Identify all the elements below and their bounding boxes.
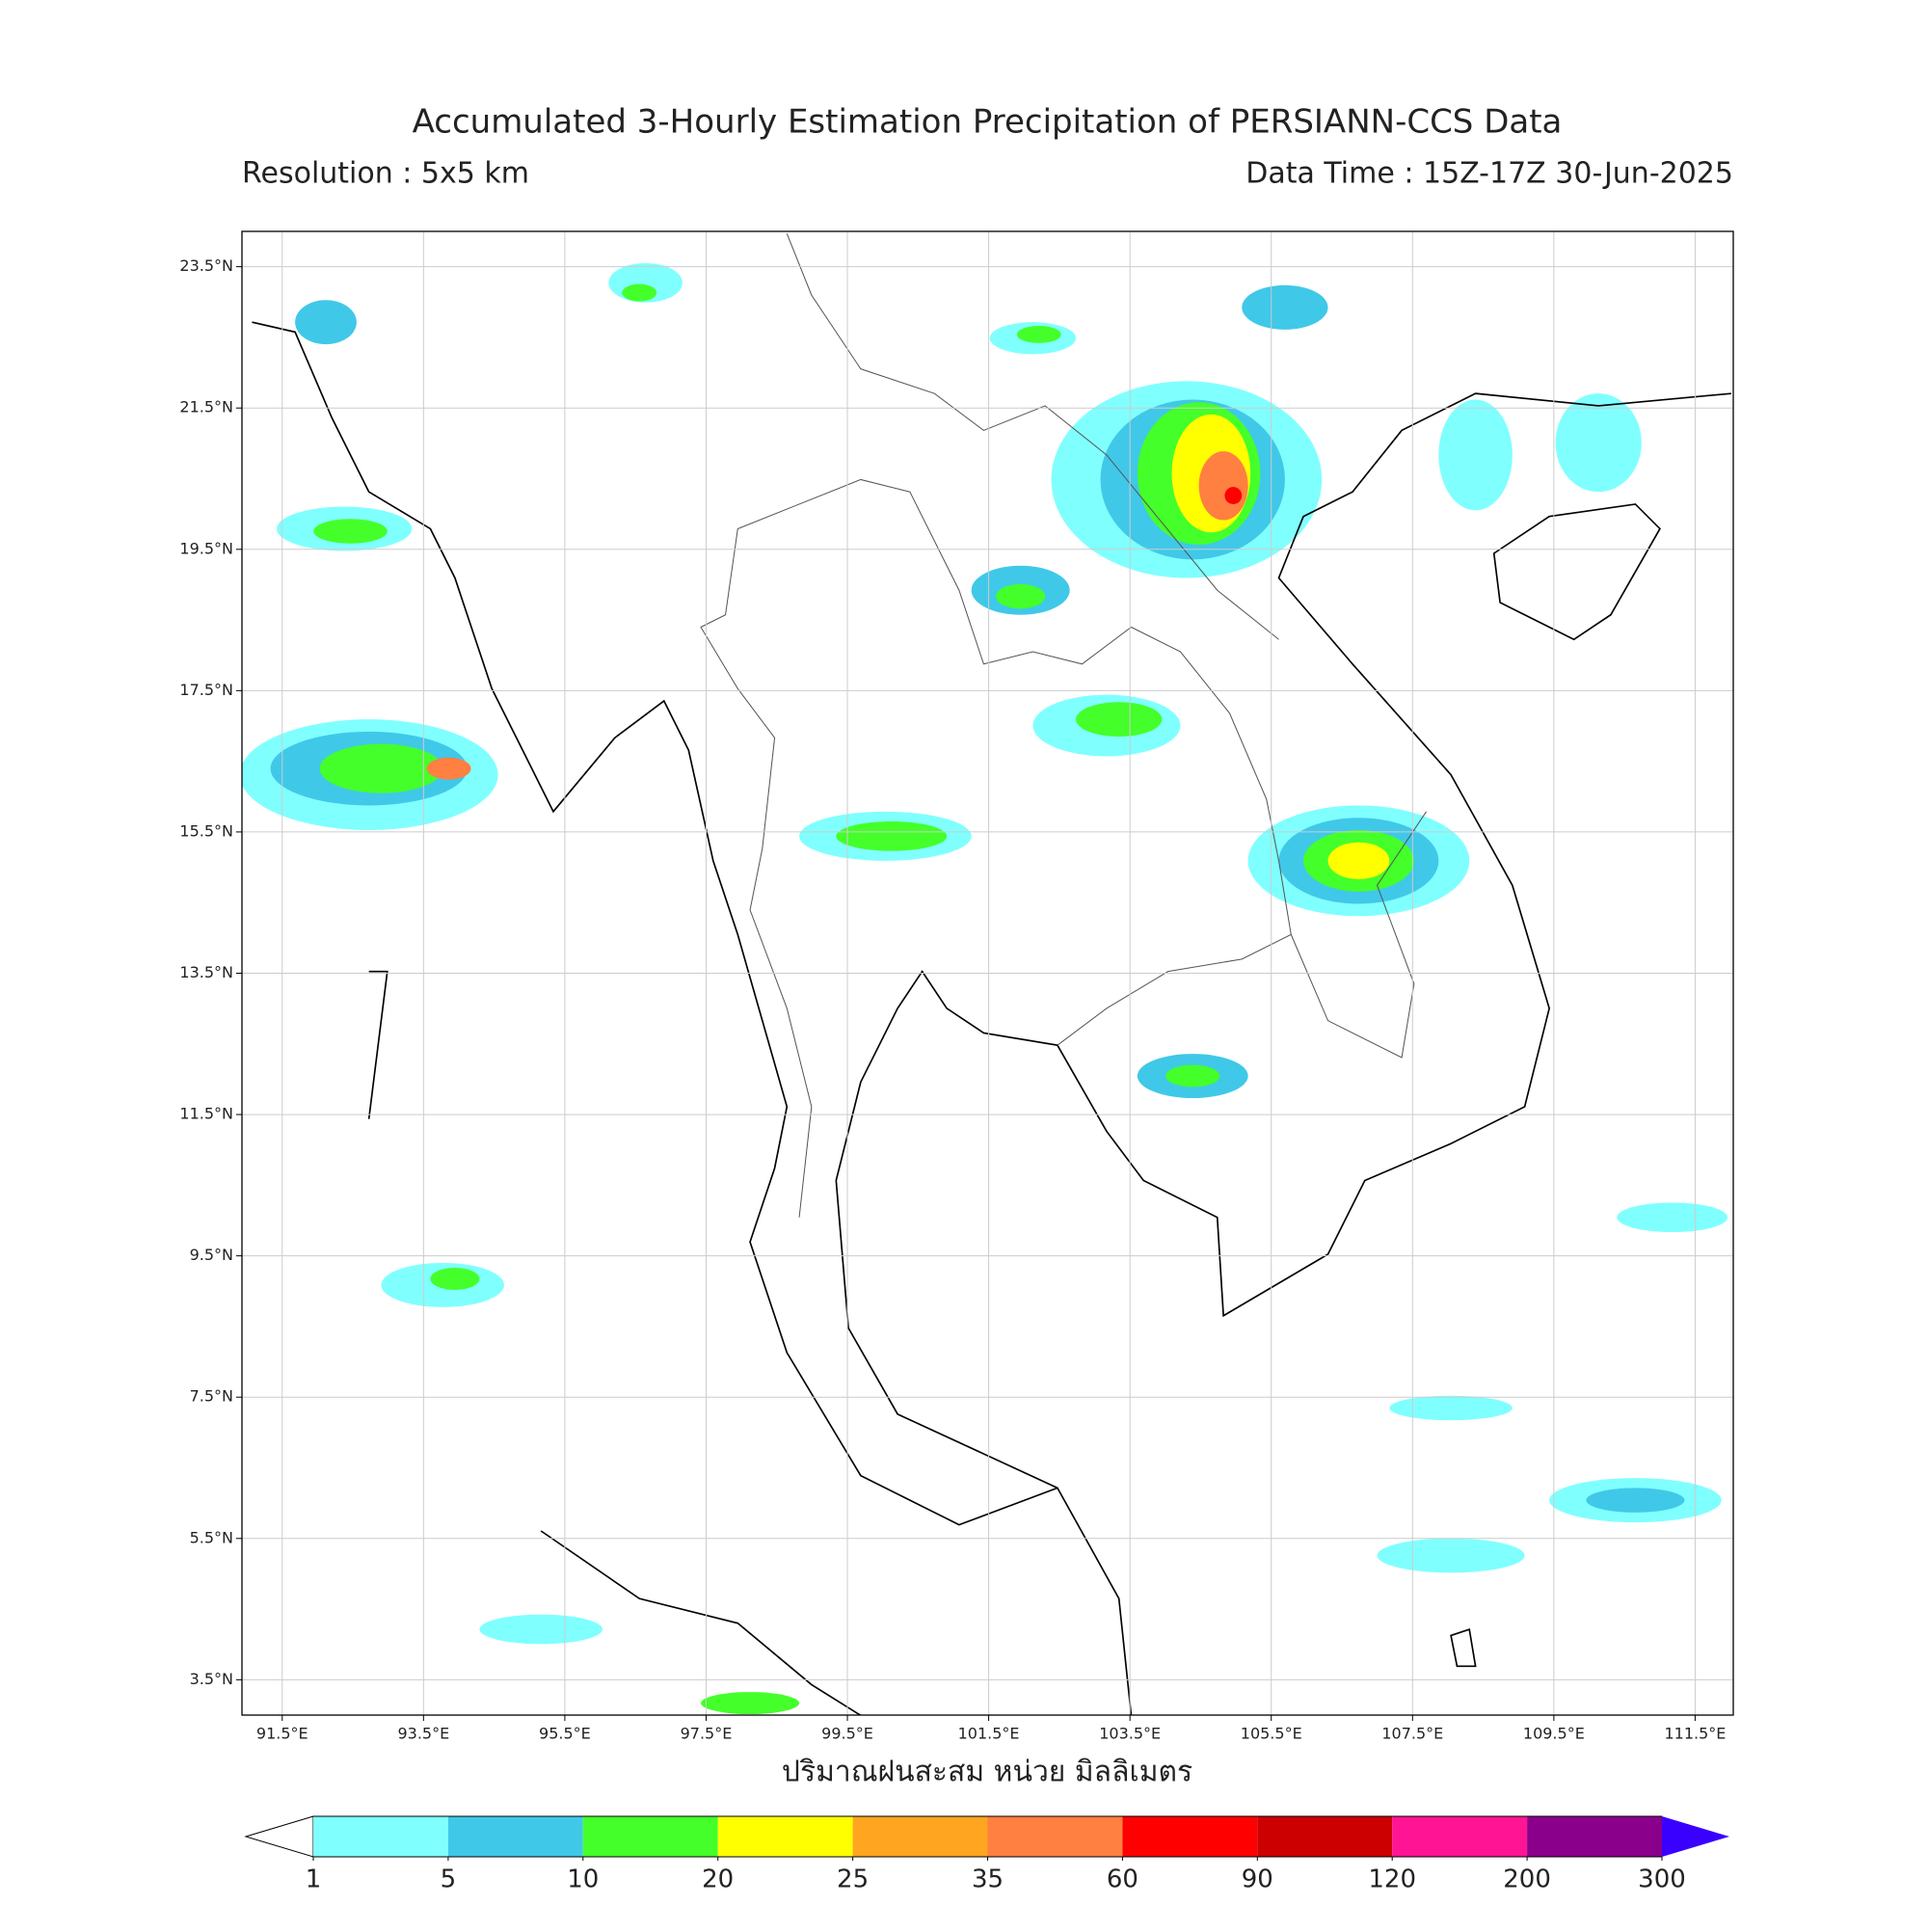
colorbar-label: 1	[306, 1865, 322, 1894]
y-tick-label: 9.5°N	[190, 1246, 233, 1264]
y-tick-label: 5.5°N	[190, 1528, 233, 1546]
colorbar-box	[1392, 1816, 1528, 1857]
colorbar-box	[313, 1816, 448, 1857]
rain-field	[242, 262, 1728, 1715]
y-tick-label: 3.5°N	[190, 1670, 233, 1688]
colorbar-box	[987, 1816, 1123, 1857]
x-tick-label: 101.5°E	[958, 1725, 1020, 1743]
colorbar-label: 120	[1368, 1865, 1416, 1894]
y-tick-label: 15.5°N	[179, 821, 233, 840]
colorbar-label: 5	[441, 1865, 457, 1894]
borders	[700, 233, 1428, 1218]
y-tick-label: 11.5°N	[179, 1105, 233, 1123]
x-tick-label: 97.5°E	[681, 1725, 733, 1743]
map-area	[242, 233, 1731, 1715]
colorbar-label: 25	[837, 1865, 869, 1894]
x-tick-label: 103.5°E	[1099, 1725, 1161, 1743]
title: Accumulated 3-Hourly Estimation Precipit…	[413, 103, 1563, 142]
y-tick-label: 17.5°N	[179, 681, 233, 699]
colorbar-label: 300	[1638, 1865, 1686, 1894]
x-tick-label: 107.5°E	[1381, 1725, 1443, 1743]
colorbar-box	[447, 1816, 583, 1857]
x-axis-title: ปริมาณฝนสะสม หน่วย มิลลิเมตร	[782, 1756, 1192, 1789]
colorbar-box	[852, 1816, 988, 1857]
x-tick-label: 93.5°E	[397, 1725, 449, 1743]
axes: 91.5°E 93.5°E 95.5°E 97.5°E 99.5°E 101.5°E 103…	[179, 231, 1733, 1743]
y-tick-label: 7.5°N	[190, 1387, 233, 1406]
data-time: Data Time : 15Z-17Z 30-Jun-2025	[1245, 157, 1733, 191]
colorbar-label: 35	[972, 1865, 1004, 1894]
colorbar-label: 20	[702, 1865, 734, 1894]
colorbar-label: 90	[1242, 1865, 1273, 1894]
y-tick-label: 21.5°N	[179, 398, 233, 416]
x-tick-label: 99.5°E	[821, 1725, 873, 1743]
y-tick-label: 23.5°N	[179, 256, 233, 275]
y-tick-label: 19.5°N	[179, 539, 233, 557]
colorbar-box	[582, 1816, 718, 1857]
colorbar-over	[1662, 1816, 1729, 1857]
x-tick-label: 109.5°E	[1523, 1725, 1585, 1743]
x-tick-label: 95.5°E	[539, 1725, 591, 1743]
colorbar-label: 200	[1503, 1865, 1551, 1894]
colorbar-box	[1122, 1816, 1258, 1857]
colorbar: 1 5 10 20 25 35 60 90 120 200 300	[244, 1815, 1729, 1894]
colorbar-label: 10	[567, 1865, 599, 1894]
resolution: Resolution : 5x5 km	[242, 157, 529, 191]
colorbar-box	[1527, 1816, 1662, 1857]
coastlines	[252, 321, 1731, 1715]
x-tick-label: 91.5°E	[256, 1725, 308, 1743]
x-tick-label: 105.5°E	[1241, 1725, 1302, 1743]
y-tick-label: 13.5°N	[179, 963, 233, 981]
colorbar-label: 60	[1107, 1865, 1138, 1894]
colorbar-under	[244, 1815, 314, 1858]
map-frame	[241, 230, 1734, 1716]
colorbar-box	[1257, 1816, 1393, 1857]
colorbar-box	[717, 1816, 853, 1857]
x-tick-label: 111.5°E	[1664, 1725, 1726, 1743]
